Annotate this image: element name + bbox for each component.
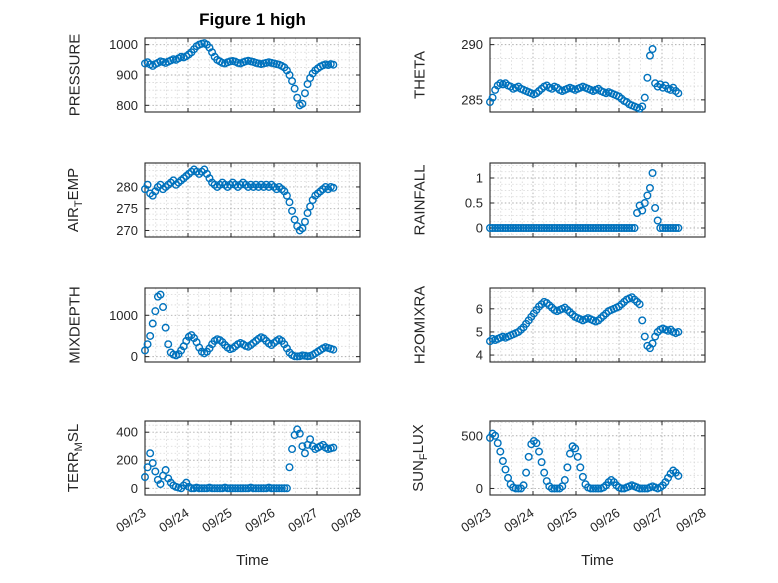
x-tick-label: 09/28	[673, 505, 708, 535]
x-axis-label-right: Time	[581, 552, 614, 569]
y-tick-label: 900	[116, 68, 138, 83]
series-h2omixra	[486, 293, 683, 353]
x-tick-label: 09/25	[544, 505, 579, 535]
series-pressure	[141, 39, 338, 110]
y-tick-label: 1000	[109, 308, 138, 323]
y-tick-label: 0	[131, 481, 138, 496]
plot-sun-flux: 0 500 09/23 09/24 09/25 09/26 09/27 09/28	[458, 420, 709, 535]
axes-box	[489, 420, 706, 496]
axes-box	[144, 287, 361, 363]
panel-mixdepth: 0 1000	[99, 280, 372, 372]
x-tick-label: 09/26	[587, 505, 622, 535]
y-tick-label: 1	[476, 171, 483, 186]
y-tick-label: 270	[116, 223, 138, 238]
y-axis-label-pressure: PRESSURE	[66, 33, 84, 117]
series-rainfall	[486, 168, 683, 232]
plot-pressure: 800 900 1000	[109, 37, 361, 113]
x-tick-label: 09/24	[501, 505, 536, 535]
x-tick-label: 09/27	[630, 505, 665, 535]
plot-air-temp: 270 275 280	[116, 162, 361, 238]
y-axis-label-rainfall: RAINFALL	[411, 164, 429, 236]
series-theta	[486, 45, 683, 113]
y-tick-label: 1000	[109, 37, 138, 52]
series-air-temp	[141, 165, 338, 235]
y-tick-label: 0	[476, 481, 483, 496]
axes-box	[144, 162, 361, 238]
y-tick-label: 5	[476, 324, 483, 339]
y-tick-label: 290	[461, 37, 483, 52]
series-mixdepth	[141, 290, 338, 361]
axes-box	[489, 162, 706, 238]
y-axis-label-mixdepth: MIXDEPTH	[66, 286, 84, 364]
y-axis-label-theta: THETA	[411, 50, 429, 100]
x-tick-label: 09/24	[156, 505, 191, 535]
y-tick-label: 400	[116, 425, 138, 440]
series-terr-msl	[141, 425, 338, 493]
y-tick-label: 4	[476, 348, 483, 363]
y-tick-label: 0	[131, 349, 138, 364]
panel-pressure: 800 900 1000	[99, 30, 372, 122]
y-axis-label-sun-flux: SUNFLUX	[410, 424, 430, 492]
x-tick-label: 09/25	[199, 505, 234, 535]
plot-theta: 285 290	[461, 37, 706, 113]
plot-terr-msl: 0 200 400 09/23 09/24 09/25 09/26 09/27 09/28	[113, 420, 364, 535]
y-tick-label: 500	[461, 428, 483, 443]
x-tick-label: 09/23	[458, 505, 493, 535]
plot-mixdepth: 0 1000	[109, 287, 361, 364]
y-tick-label: 0.5	[465, 196, 483, 211]
axes-box	[144, 420, 361, 496]
plot-h2omixra: 4 5 6	[476, 287, 706, 363]
plot-rainfall: 00.51	[465, 162, 706, 238]
panel-terr-msl: 0 200 400 09/23 09/24 09/25 09/26 09/27 09/28	[99, 413, 372, 567]
y-tick-label: 280	[116, 179, 138, 194]
panel-air-temp: 270 275 280	[99, 155, 372, 247]
x-tick-label: 09/23	[113, 505, 148, 535]
y-axis-label-h2omixra: H2OMIXRA	[411, 285, 429, 365]
y-axis-label-air-temp: AIRTEMP	[65, 167, 85, 233]
y-tick-label: 800	[116, 98, 138, 113]
axes-box	[489, 37, 706, 113]
x-axis-label-left: Time	[236, 552, 269, 569]
figure-title: Figure 1 high	[199, 10, 306, 29]
panel-rainfall: 0 0.5 1	[444, 155, 717, 247]
y-tick-label: 285	[461, 92, 483, 107]
axes-box	[489, 287, 706, 363]
panel-h2omixra: 4 5 6	[444, 280, 717, 372]
y-tick-label: 6	[476, 301, 483, 316]
y-tick-label: 0	[476, 221, 483, 236]
y-axis-label-terr-msl: TERRMSL	[65, 423, 85, 493]
series-sun-flux	[486, 429, 683, 493]
x-tick-label: 09/28	[328, 505, 363, 535]
panel-sun-flux: 0 500 09/23 09/24 09/25 09/26 09/27 09/28	[444, 413, 717, 567]
panel-theta: 285 290	[444, 30, 717, 122]
y-tick-label: 275	[116, 201, 138, 216]
x-tick-label: 09/26	[242, 505, 277, 535]
x-tick-label: 09/27	[285, 505, 320, 535]
y-tick-label: 200	[116, 453, 138, 468]
